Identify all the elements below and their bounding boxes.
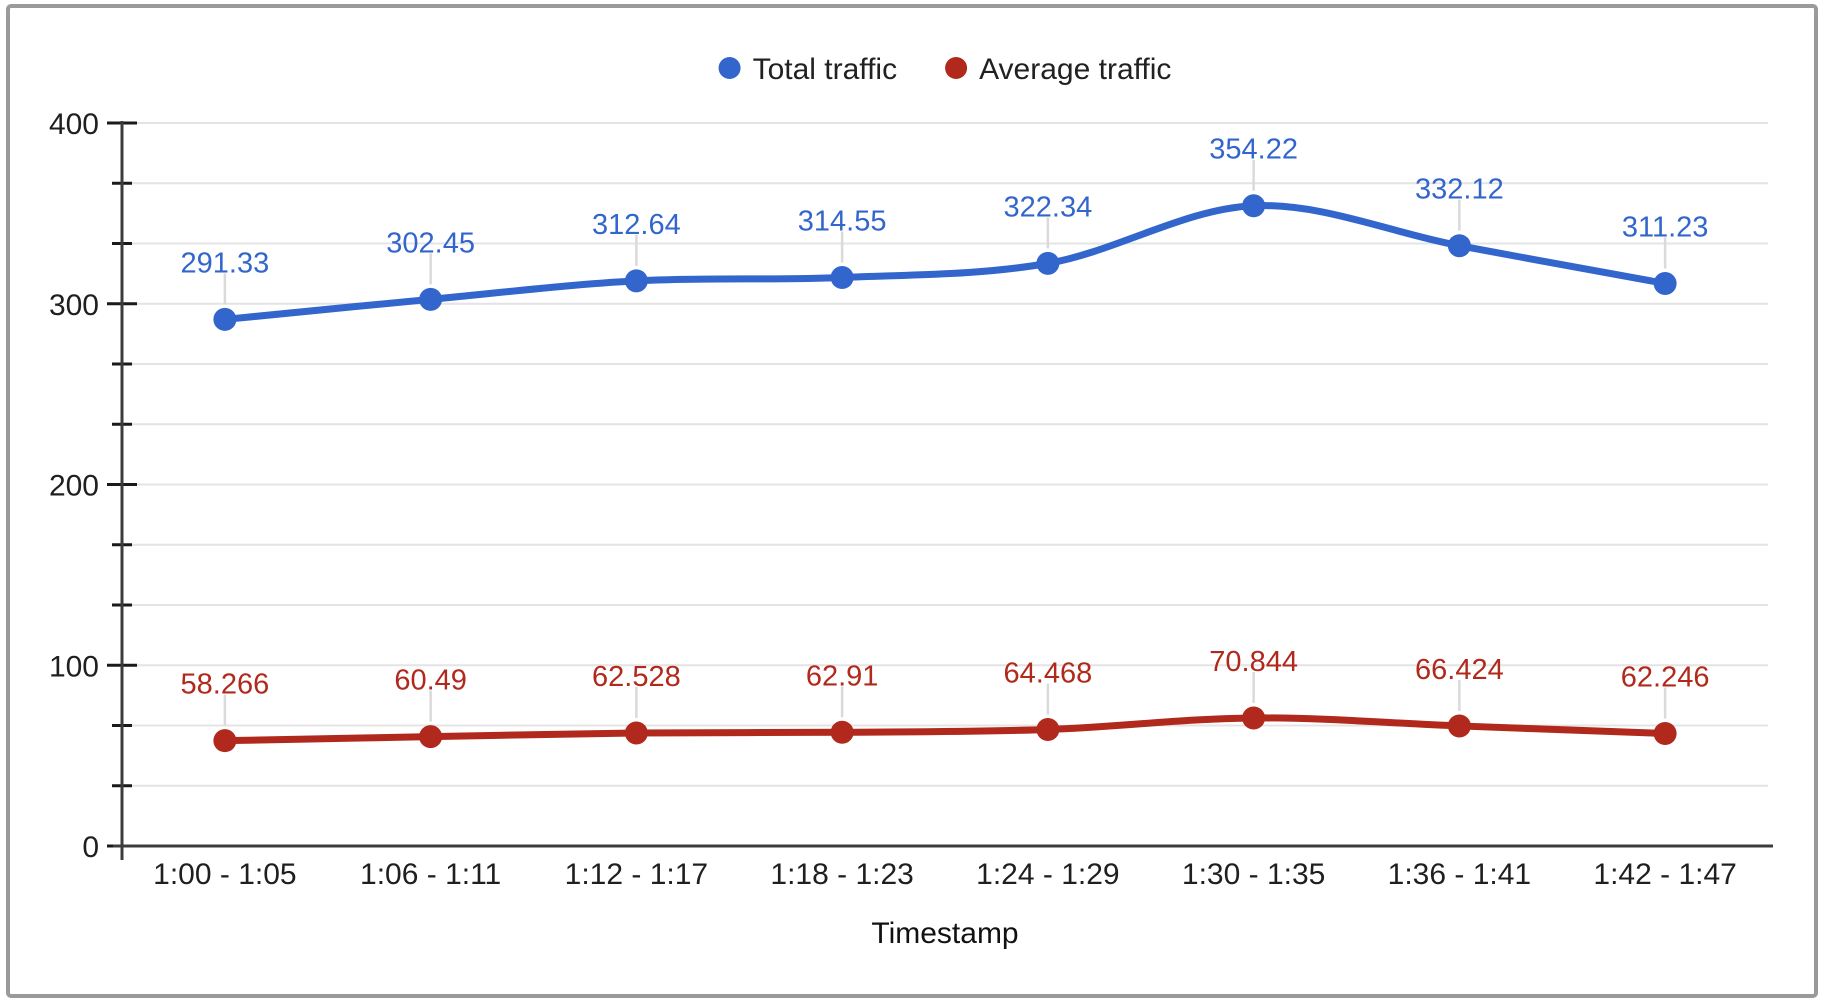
legend-label: Average traffic	[979, 53, 1171, 86]
x-axis-label: 1:30 - 1:35	[1182, 858, 1325, 891]
data-point-label: 311.23	[1622, 211, 1709, 243]
data-point-average-traffic	[213, 729, 237, 753]
data-point-label: 322.34	[1004, 191, 1093, 223]
data-point-total-traffic	[213, 307, 237, 331]
y-axis-label: 0	[82, 831, 99, 864]
y-axis-label: 300	[49, 289, 99, 322]
y-axis-label: 400	[49, 108, 99, 141]
x-axis-label: 1:12 - 1:17	[565, 858, 708, 891]
data-point-label: 62.246	[1621, 661, 1710, 693]
data-point-label: 314.55	[798, 205, 887, 237]
series-line-average-traffic	[221, 714, 1669, 745]
data-point-label: 354.22	[1209, 134, 1298, 166]
data-point-label: 60.49	[394, 665, 467, 697]
legend-item: Total traffic	[718, 53, 898, 86]
data-point-total-traffic	[1242, 194, 1266, 218]
data-point-total-traffic	[1036, 251, 1060, 275]
x-axis-label: 1:36 - 1:41	[1388, 858, 1531, 891]
data-point-average-traffic	[419, 725, 443, 749]
x-axis-label: 1:42 - 1:47	[1593, 858, 1736, 891]
data-point-label: 62.91	[806, 660, 879, 692]
legend-label: Total traffic	[753, 53, 898, 86]
data-point-total-traffic	[624, 269, 648, 293]
data-point-label: 66.424	[1415, 654, 1504, 686]
data-point-average-traffic	[1447, 714, 1471, 738]
data-point-label: 312.64	[592, 209, 681, 241]
x-axis-label: 1:24 - 1:29	[976, 858, 1119, 891]
data-point-total-traffic	[419, 287, 443, 311]
data-point-label: 58.266	[181, 669, 270, 701]
legend-swatch	[945, 57, 968, 79]
data-point-label: 62.528	[592, 661, 681, 693]
series-line-total-traffic	[221, 202, 1669, 323]
x-axis-label: 1:00 - 1:05	[153, 858, 296, 891]
frame-border	[6, 4, 1818, 998]
data-point-average-traffic	[1242, 706, 1266, 730]
legend-swatch	[718, 57, 741, 79]
data-point-average-traffic	[1653, 721, 1677, 745]
data-point-label: 332.12	[1415, 174, 1504, 206]
y-axis-label: 100	[49, 650, 99, 683]
data-point-average-traffic	[1036, 717, 1060, 741]
data-point-average-traffic	[624, 721, 648, 745]
data-point-label: 302.45	[386, 227, 475, 259]
legend-item: Average traffic	[945, 53, 1171, 86]
data-point-total-traffic	[1447, 234, 1471, 258]
data-point-label: 291.33	[181, 247, 270, 279]
x-axis-label: 1:06 - 1:11	[360, 858, 501, 891]
y-axis-label: 200	[49, 470, 99, 503]
x-axis-label: 1:18 - 1:23	[770, 858, 913, 891]
data-point-total-traffic	[1653, 271, 1677, 295]
x-axis-title: Timestamp	[871, 917, 1018, 950]
data-point-label: 70.844	[1209, 646, 1298, 678]
legend: Total traffic Average traffic	[718, 53, 1171, 86]
data-point-label: 64.468	[1004, 657, 1093, 689]
data-point-total-traffic	[830, 265, 854, 289]
data-point-average-traffic	[830, 720, 854, 744]
